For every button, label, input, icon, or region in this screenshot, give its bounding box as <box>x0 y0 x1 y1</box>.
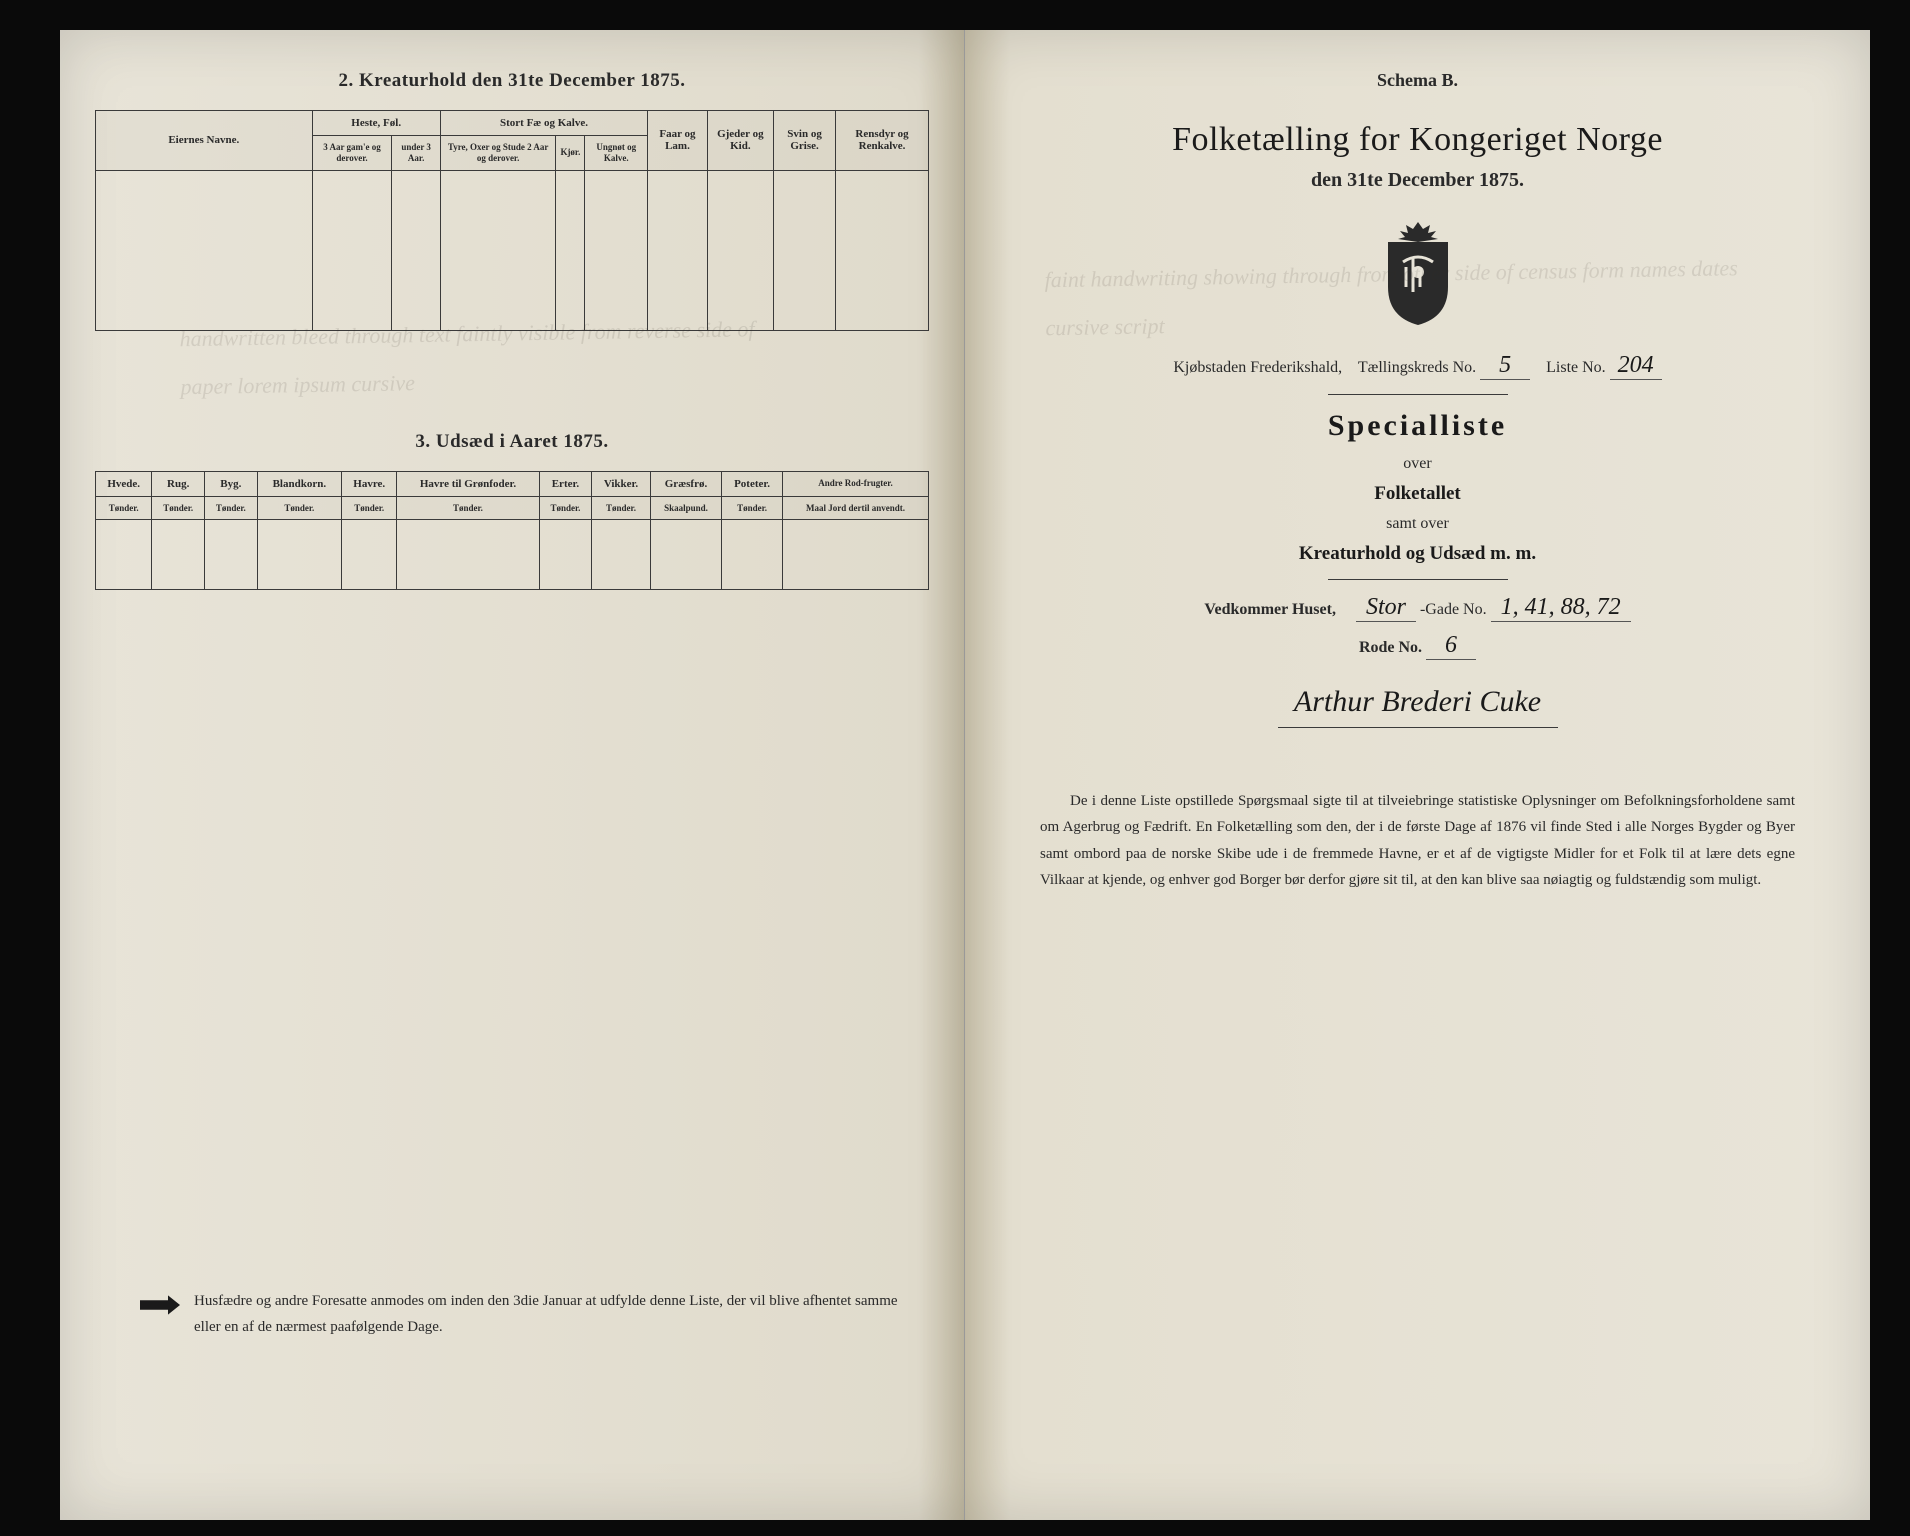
col-greenoats: Havre til Grønfoder. <box>397 471 539 496</box>
main-title: Folketælling for Kongeriget Norge <box>1000 121 1835 159</box>
schema-label: Schema B. <box>1000 70 1835 91</box>
signature-underline <box>1278 727 1558 728</box>
liste-label: Liste No. <box>1546 359 1606 376</box>
liste-value: 204 <box>1610 352 1662 380</box>
col-pigs: Svin og Grise. <box>774 111 836 171</box>
sub-cows: Kjør. <box>556 136 585 171</box>
pointing-hand-icon <box>140 1293 180 1317</box>
col-horses: Heste, Føl. <box>312 111 440 136</box>
footer-note-text: Husfædre og andre Foresatte anmodes om i… <box>194 1289 904 1340</box>
body-paragraph: De i denne Liste opstillede Spørgsmaal s… <box>1000 788 1835 893</box>
u-10: Maal Jord dertil anvendt. <box>782 496 928 520</box>
u-7: Tønder. <box>592 496 651 520</box>
col-sheep: Faar og Lam. <box>648 111 708 171</box>
u-1: Tønder. <box>152 496 205 520</box>
rode-label: Rode No. <box>1359 639 1422 656</box>
col-owner: Eiernes Navne. <box>96 111 313 171</box>
u-6: Tønder. <box>539 496 592 520</box>
u-4: Tønder. <box>342 496 397 520</box>
right-page: faint handwriting showing through from o… <box>965 30 1870 1520</box>
gade-value: 1, 41, 88, 72 <box>1491 594 1631 622</box>
kreatur-label: Kreaturhold og Udsæd m. m. <box>1000 543 1835 565</box>
col-wheat: Hvede. <box>96 471 152 496</box>
sub-horse-u3: under 3 Aar. <box>392 136 440 171</box>
kjobstad-label: Kjøbstaden Frederikshald, <box>1173 359 1342 376</box>
col-vetch: Vikker. <box>592 471 651 496</box>
sub-date: den 31te December 1875. <box>1000 169 1835 192</box>
folketallet: Folketallet <box>1000 483 1835 505</box>
col-goats: Gjeder og Kid. <box>707 111 773 171</box>
col-barley: Byg. <box>204 471 257 496</box>
sub-calves: Ungnøt og Kalve. <box>585 136 648 171</box>
location-line: Kjøbstaden Frederikshald, Tællingskreds … <box>1000 352 1835 380</box>
rode-line: Rode No. 6 <box>1000 632 1835 660</box>
kreds-value: 5 <box>1480 352 1530 380</box>
section-2-title: 2. Kreaturhold den 31te December 1875. <box>95 70 929 92</box>
col-cattle: Stort Fæ og Kalve. <box>440 111 647 136</box>
col-reindeer: Rensdyr og Renkalve. <box>836 111 929 171</box>
u-5: Tønder. <box>397 496 539 520</box>
coat-of-arms-icon <box>1368 217 1468 327</box>
table-row <box>96 170 929 330</box>
u-2: Tønder. <box>204 496 257 520</box>
divider <box>1328 394 1508 395</box>
u-3: Tønder. <box>257 496 341 520</box>
sub-bulls: Tyre, Oxer og Stude 2 Aar og derover. <box>440 136 556 171</box>
samt-over: samt over <box>1000 515 1835 533</box>
section-3-title: 3. Udsæd i Aaret 1875. <box>95 431 929 453</box>
col-mixed: Blandkorn. <box>257 471 341 496</box>
livestock-table: Eiernes Navne. Heste, Føl. Stort Fæ og K… <box>95 110 929 331</box>
table-row <box>96 520 929 590</box>
gade-prefix-hw: Stor <box>1356 594 1416 622</box>
vedkommer-label: Vedkommer Huset, <box>1204 601 1336 618</box>
rode-value: 6 <box>1426 632 1476 660</box>
signature: Arthur Brederi Cuke <box>1000 685 1835 719</box>
col-rye: Rug. <box>152 471 205 496</box>
house-line: Vedkommer Huset, Stor -Gade No. 1, 41, 8… <box>1000 594 1835 622</box>
left-page: handwritten bleed through text faintly v… <box>60 30 965 1520</box>
gade-label: -Gade No. <box>1420 601 1487 618</box>
u-8: Skaalpund. <box>650 496 721 520</box>
col-grass: Græsfrø. <box>650 471 721 496</box>
u-0: Tønder. <box>96 496 152 520</box>
u-9: Tønder. <box>722 496 783 520</box>
over-text: over <box>1000 455 1835 473</box>
col-peas: Erter. <box>539 471 592 496</box>
footer-note: Husfædre og andre Foresatte anmodes om i… <box>140 1289 904 1340</box>
divider-2 <box>1328 579 1508 580</box>
book-spread: handwritten bleed through text faintly v… <box>60 30 1870 1520</box>
kreds-label: Tællingskreds No. <box>1358 359 1476 376</box>
col-potato: Poteter. <box>722 471 783 496</box>
col-oats: Havre. <box>342 471 397 496</box>
seed-table: Hvede. Rug. Byg. Blandkorn. Havre. Havre… <box>95 471 929 591</box>
special-title: Specialliste <box>1000 409 1835 443</box>
col-roots: Andre Rod-frugter. <box>782 471 928 496</box>
sub-horse-3yr: 3 Aar gam'e og derover. <box>312 136 392 171</box>
